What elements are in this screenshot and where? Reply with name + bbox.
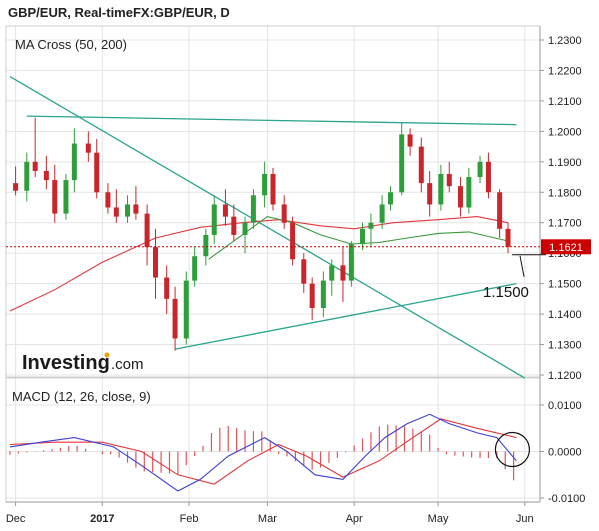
price-tick-label: 1.1200: [548, 370, 582, 382]
brand-suffix: .com: [111, 356, 144, 373]
candle: [192, 247, 198, 287]
time-tick-label: Dec: [6, 513, 26, 525]
candle: [309, 277, 315, 321]
candle: [497, 189, 503, 238]
candle: [348, 241, 354, 287]
candle: [407, 128, 413, 156]
candle: [231, 204, 237, 241]
trendline: [174, 282, 517, 350]
candle: [290, 216, 296, 266]
time-tick-label: Apr: [346, 513, 363, 525]
price-tick-label: 1.1300: [548, 340, 582, 352]
time-tick-label: May: [428, 513, 449, 525]
macd-highlight-circle: [494, 431, 531, 468]
price-tick-label: 1.1700: [548, 218, 582, 230]
candle: [24, 152, 30, 202]
candle: [203, 228, 209, 266]
candle: [340, 247, 346, 302]
candle: [242, 216, 248, 254]
time-tick-label: Jun: [516, 513, 534, 525]
brand-name: Investing: [22, 352, 110, 374]
macd-line: [9, 413, 517, 492]
candle: [262, 161, 268, 208]
candle: [172, 286, 178, 351]
candle: [270, 167, 276, 211]
price-tick-label: 1.2000: [548, 126, 582, 138]
candle: [485, 152, 491, 199]
candle: [301, 253, 307, 293]
candle: [368, 213, 374, 248]
macd-tick-label: 0.0100: [548, 400, 582, 412]
price-pane-title: MA Cross (50, 200): [15, 37, 127, 52]
candle: [388, 186, 394, 211]
time-tick-label: Feb: [180, 513, 199, 525]
price-tick-label: 1.2200: [548, 65, 582, 77]
price-tick-label: 1.1900: [548, 157, 582, 169]
candle: [329, 259, 335, 296]
candle: [250, 189, 256, 229]
candle: [320, 271, 326, 318]
price-tick-label: 1.1400: [548, 309, 582, 321]
candle: [427, 170, 433, 217]
candle: [505, 222, 511, 254]
candle: [446, 161, 452, 193]
candle: [71, 128, 77, 193]
candle: [43, 155, 49, 190]
candle: [466, 167, 472, 214]
candle: [379, 195, 385, 229]
candle: [183, 271, 189, 345]
macd-tick-label: -0.0100: [548, 493, 585, 505]
brand-logo: Investing .com: [22, 352, 144, 374]
candle: [113, 189, 119, 223]
candle: [105, 183, 111, 214]
price-tick-label: 1.1500: [548, 279, 582, 291]
candle: [281, 195, 287, 229]
candle: [94, 138, 100, 199]
macd-signal-line: [9, 418, 517, 485]
candle: [32, 117, 38, 178]
time-tick-label: 2017: [90, 513, 114, 525]
candle: [144, 204, 150, 266]
macd-tick-label: 0.0000: [548, 447, 582, 459]
price-tick-label: 1.2100: [548, 96, 582, 108]
candle: [133, 186, 139, 220]
candle: [152, 228, 158, 299]
candle: [418, 137, 424, 193]
chart-title: GBP/EUR, Real-timeFX:GBP/EUR, D: [8, 5, 230, 20]
candle: [399, 122, 405, 196]
candle: [457, 177, 463, 217]
annotation-leader: [519, 255, 525, 277]
candle: [52, 164, 58, 223]
candle: [477, 155, 483, 184]
candle: [360, 222, 366, 251]
time-tick-label: Mar: [258, 513, 277, 525]
current-price-label: 1.1621: [549, 242, 583, 254]
candle: [211, 195, 217, 245]
support-annotation: 1.1500: [483, 284, 529, 301]
candle: [438, 164, 444, 211]
trendline: [26, 115, 517, 126]
current-price-badge: 1.1621: [541, 239, 591, 255]
candle: [85, 131, 91, 162]
macd-pane-title: MACD (12, 26, close, 9): [12, 389, 151, 404]
candle: [164, 265, 170, 315]
trendline: [9, 75, 526, 379]
candle: [222, 189, 228, 226]
candle: [13, 166, 19, 196]
price-tick-label: 1.1800: [548, 187, 582, 199]
brand-dot: [104, 352, 110, 358]
candle: [125, 195, 131, 223]
price-tick-label: 1.2300: [548, 35, 582, 47]
candle: [63, 174, 69, 220]
